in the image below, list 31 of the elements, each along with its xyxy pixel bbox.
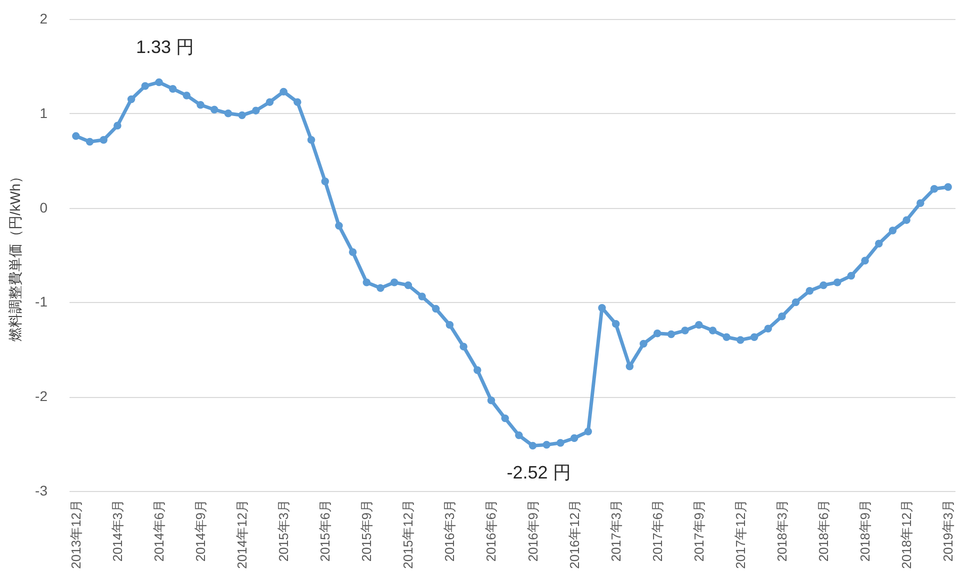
x-tick-label: 2014年9月: [193, 500, 208, 562]
y-tick-label: 2: [40, 10, 48, 26]
y-tick-label: -3: [35, 482, 48, 498]
x-tick-label: 2016年6月: [484, 500, 499, 562]
x-tick-label: 2015年12月: [400, 500, 416, 569]
x-tick-label: 2015年9月: [359, 500, 374, 562]
y-axis-title: 燃料調整費単価（円/kWh）: [7, 170, 24, 342]
y-tick-label: -2: [35, 388, 48, 404]
x-tick-label: 2014年12月: [234, 500, 250, 569]
x-tick-label: 2018年3月: [774, 500, 790, 562]
x-tick-label: 2013年12月: [68, 500, 84, 569]
x-tick-label: 2017年3月: [608, 500, 624, 562]
annotation: 1.33 円: [136, 37, 194, 58]
x-tick-label: 2014年3月: [110, 500, 125, 562]
y-tick-label: 0: [40, 199, 48, 216]
x-tick-label: 2015年3月: [276, 500, 292, 562]
x-tick-label: 2014年6月: [151, 500, 166, 562]
x-tick-label: 2017年12月: [732, 500, 748, 569]
x-tick-label: 2016年9月: [525, 500, 540, 562]
x-tick-label: 2018年12月: [899, 500, 914, 569]
x-tick-label: 2017年6月: [650, 500, 665, 562]
x-tick-label: 2016年12月: [566, 500, 582, 569]
x-tick-label: 2019年3月: [940, 500, 956, 562]
x-tick-label: 2015年6月: [318, 500, 333, 562]
x-tick-label: 2017年9月: [691, 500, 706, 562]
x-tick-label: 2018年9月: [858, 500, 873, 562]
annotation: -2.52 円: [506, 462, 571, 483]
y-tick-label: 1: [40, 104, 48, 121]
x-tick-label: 2018年6月: [816, 500, 831, 562]
x-tick-label: 2016年3月: [442, 500, 458, 562]
y-tick-label: -1: [35, 294, 48, 310]
